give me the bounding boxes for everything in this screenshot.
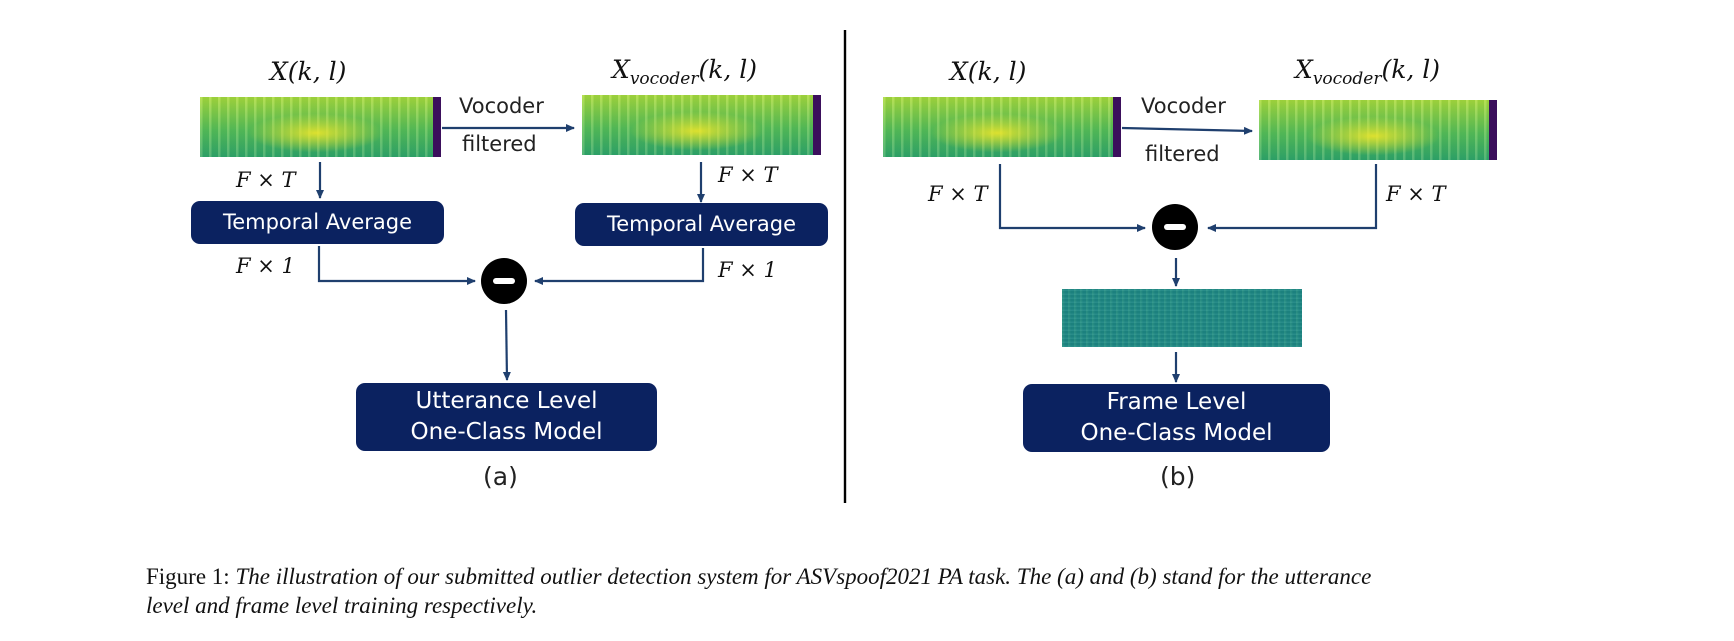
spectrogram-edge (1113, 97, 1121, 157)
panel-b-vocoder-spectrogram (1259, 100, 1497, 160)
spectrogram-edge (1489, 100, 1497, 160)
caption-text-line1: The illustration of our submitted outlie… (235, 564, 1372, 589)
panel-b-model-box: Frame Level One-Class Model (1023, 384, 1330, 452)
arrow-a-right-to-minus (534, 248, 705, 285)
panel-a-input-label: X(k, l) (270, 57, 347, 86)
panel-a-temporal-average-right: Temporal Average (575, 203, 828, 246)
panel-b-edge-label-top: Vocoder (1141, 94, 1226, 118)
panel-a-vocoder-spectrogram (582, 95, 821, 155)
panel-b-model-line2: One-Class Model (1080, 420, 1273, 446)
panel-b-input-label: X(k, l) (950, 57, 1027, 86)
spectrogram-edge (813, 95, 821, 155)
arrow-b-right-to-minus (1207, 164, 1378, 232)
panel-b-dim-right: F × T (1386, 182, 1446, 206)
panel-a-subtract-icon (481, 258, 527, 304)
panel-b-difference-spectrogram (1062, 289, 1302, 347)
panel-a-vocoder-label: Xvocoder(k, l) (612, 55, 757, 89)
vocoder-label-base: X (1295, 55, 1313, 84)
panel-b-sublabel: (b) (1160, 462, 1196, 491)
arrow-a-minus-to-model (502, 309, 511, 381)
panel-a-model-line1: Utterance Level (415, 387, 598, 414)
panel-a-dim-left-top: F × T (236, 168, 296, 192)
vocoder-label-subscript: vocoder (629, 69, 699, 89)
panel-a-temporal-average-left: Temporal Average (191, 201, 444, 244)
vocoder-label-args: (k, l) (1381, 55, 1441, 84)
caption-text-line2: level and frame level training respectiv… (146, 593, 538, 618)
panel-b-edge-label-bottom: filtered (1145, 142, 1220, 166)
vocoder-label-base: X (612, 55, 630, 84)
vocoder-label-args: (k, l) (698, 55, 758, 84)
panel-a-dim-right-top: F × T (718, 163, 778, 187)
panel-a-model-box: Utterance Level One-Class Model (356, 383, 657, 451)
caption-line-1: Figure 1: The illustration of our submit… (146, 562, 1606, 591)
panel-b-model-line1: Frame Level (1106, 388, 1247, 415)
panel-b-input-spectrogram (883, 97, 1121, 157)
panel-b-vocoder-label: Xvocoder(k, l) (1295, 55, 1440, 89)
arrow-b-left-to-minus (998, 164, 1146, 232)
panel-a-edge-label-bottom: filtered (462, 132, 537, 156)
figure-caption: Figure 1: The illustration of our submit… (146, 562, 1606, 620)
panel-a-input-spectrogram (200, 97, 441, 157)
arrow-b-vocoder (1121, 126, 1253, 135)
vocoder-label-subscript: vocoder (1312, 69, 1382, 89)
panel-a-edge-label-top: Vocoder (459, 94, 544, 118)
panel-a-dim-right-bottom: F × 1 (718, 258, 777, 282)
panel-a-sublabel: (a) (483, 462, 518, 491)
panel-a-dim-left-bottom: F × 1 (236, 254, 295, 278)
panel-a-model-line2: One-Class Model (410, 419, 603, 445)
arrow-a-left-to-minus (317, 246, 476, 285)
panel-b-subtract-icon (1152, 204, 1198, 250)
panel-b-dim-left: F × T (928, 182, 988, 206)
caption-prefix: Figure 1: (146, 564, 230, 589)
spectrogram-edge (433, 97, 441, 157)
